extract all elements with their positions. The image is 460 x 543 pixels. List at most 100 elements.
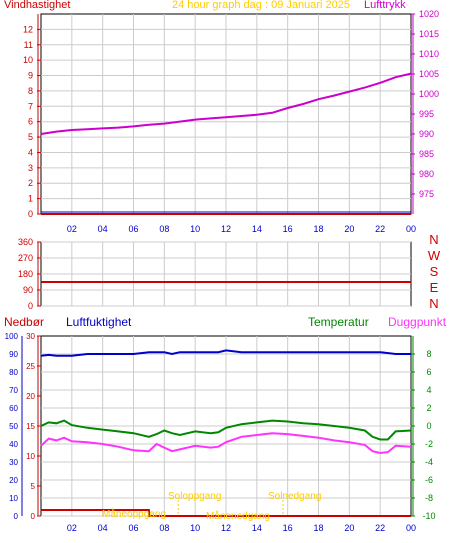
wind-tick-label: 9 (28, 71, 33, 81)
sunset-annotation: Solnedgang (268, 491, 322, 502)
temperature-line (40, 419, 412, 441)
x-tick-label: 14 (252, 523, 262, 533)
x-tick-label: 10 (190, 224, 200, 234)
x-tick-label: 20 (344, 224, 354, 234)
humidity-tick-label: 60 (9, 404, 18, 413)
humidity-temperature-chart: -10-8-6-4-202468010203040506070809010005… (5, 332, 436, 533)
direction-tick-label: 0 (28, 301, 33, 311)
pressure-tick-label: 975 (419, 189, 434, 199)
sunrise-annotation: Soloppgang (168, 491, 222, 502)
pressure-tick-label: 995 (419, 109, 434, 119)
x-tick-label: 12 (221, 523, 231, 533)
precip-tick-label: 20 (26, 392, 35, 401)
x-tick-label: 02 (67, 224, 77, 234)
humidity-tick-label: 20 (9, 476, 18, 485)
pressure-tick-label: 1000 (419, 89, 439, 99)
precip-axis-label: Nedbør (4, 315, 45, 329)
temperature-tick-label: 8 (426, 349, 431, 359)
wind-tick-label: 11 (24, 40, 33, 50)
humidity-tick-label: 0 (14, 512, 19, 521)
temperature-tick-label: 6 (426, 367, 431, 377)
x-tick-label: 14 (252, 224, 262, 234)
pressure-tick-label: 1005 (419, 69, 439, 79)
x-tick-label: 16 (283, 224, 293, 234)
humidity-tick-label: 90 (9, 350, 18, 359)
wind-speed-axis-label: Vindhastighet (4, 0, 71, 11)
wind-tick-label: 5 (28, 132, 33, 142)
pressure-axis-label: Lufttrykk (364, 0, 406, 11)
pressure-tick-label: 1015 (419, 29, 439, 39)
direction-tick-label: 360 (18, 237, 33, 247)
moonrise-annotation: Måneoppgang (102, 509, 166, 520)
x-tick-label: 00 (406, 224, 416, 234)
temperature-axis-label: Temperatur (308, 315, 369, 329)
humidity-tick-label: 10 (9, 494, 18, 503)
wind-tick-label: 1 (28, 194, 33, 204)
pressure-tick-label: 1010 (419, 49, 439, 59)
x-tick-label: 20 (344, 523, 354, 533)
wind-tick-label: 4 (28, 147, 33, 157)
chart-title: 24 hour graph dag : 09 Januari 2025 (172, 0, 350, 11)
wind-pressure-chart: 0123456789101112975980985990995100010051… (23, 9, 439, 234)
precip-tick-label: 10 (26, 452, 35, 461)
x-tick-label: 08 (159, 224, 169, 234)
x-tick-label: 16 (283, 523, 293, 533)
x-tick-label: 12 (221, 224, 231, 234)
direction-tick-label: 270 (18, 253, 33, 263)
temperature-tick-label: 0 (426, 421, 431, 431)
x-tick-label: 04 (98, 523, 108, 533)
wind-tick-label: 7 (28, 101, 33, 111)
moonset-annotation: Månenedgang (206, 511, 270, 522)
x-tick-label: 18 (313, 224, 323, 234)
compass-label-w: W (428, 248, 441, 263)
direction-tick-label: 90 (23, 285, 33, 295)
dewpoint-line (40, 432, 412, 455)
direction-tick-label: 180 (18, 269, 33, 279)
wind-tick-label: 8 (28, 86, 33, 96)
wind-tick-label: 6 (28, 117, 33, 127)
pressure-tick-label: 980 (419, 169, 434, 179)
wind-tick-label: 2 (28, 178, 33, 188)
precip-tick-label: 0 (31, 512, 36, 521)
temperature-tick-label: 2 (426, 403, 431, 413)
x-tick-label: 06 (128, 523, 138, 533)
temperature-tick-label: -2 (425, 439, 433, 449)
x-tick-label: 02 (67, 523, 77, 533)
precip-tick-label: 5 (31, 482, 36, 491)
pressure-tick-label: 1020 (419, 9, 439, 19)
x-tick-label: 00 (406, 523, 416, 533)
x-tick-label: 06 (128, 224, 138, 234)
wind-tick-label: 12 (23, 24, 33, 34)
humidity-tick-label: 30 (9, 458, 18, 467)
humidity-tick-label: 40 (9, 440, 18, 449)
compass-label-e: E (430, 280, 439, 295)
x-tick-label: 22 (375, 224, 385, 234)
precip-tick-label: 30 (26, 332, 35, 341)
temperature-tick-label: -10 (422, 511, 435, 521)
humidity-tick-label: 80 (9, 368, 18, 377)
precip-tick-label: 25 (26, 362, 35, 371)
compass-label-n: N (429, 232, 438, 247)
compass-label-s: S (430, 264, 439, 279)
pressure-line (40, 72, 412, 135)
temperature-tick-label: -6 (425, 475, 433, 485)
humidity-line (40, 349, 411, 357)
wind-tick-label: 0 (28, 209, 33, 219)
humidity-axis-label: Luftfuktighet (66, 315, 132, 329)
temperature-tick-label: -8 (425, 493, 433, 503)
x-tick-label: 22 (375, 523, 385, 533)
humidity-tick-label: 50 (9, 422, 18, 431)
x-tick-label: 10 (190, 523, 200, 533)
temperature-tick-label: -4 (425, 457, 433, 467)
humidity-tick-label: 70 (9, 386, 18, 395)
humidity-tick-label: 100 (5, 332, 19, 341)
wind-tick-label: 10 (23, 55, 33, 65)
wind-tick-label: 3 (28, 163, 33, 173)
precip-tick-label: 15 (26, 422, 35, 431)
compass-label-n: N (429, 296, 438, 311)
pressure-tick-label: 985 (419, 149, 434, 159)
x-tick-label: 08 (159, 523, 169, 533)
temperature-tick-label: 4 (426, 385, 431, 395)
dewpoint-axis-label: Duggpunkt (388, 315, 447, 329)
